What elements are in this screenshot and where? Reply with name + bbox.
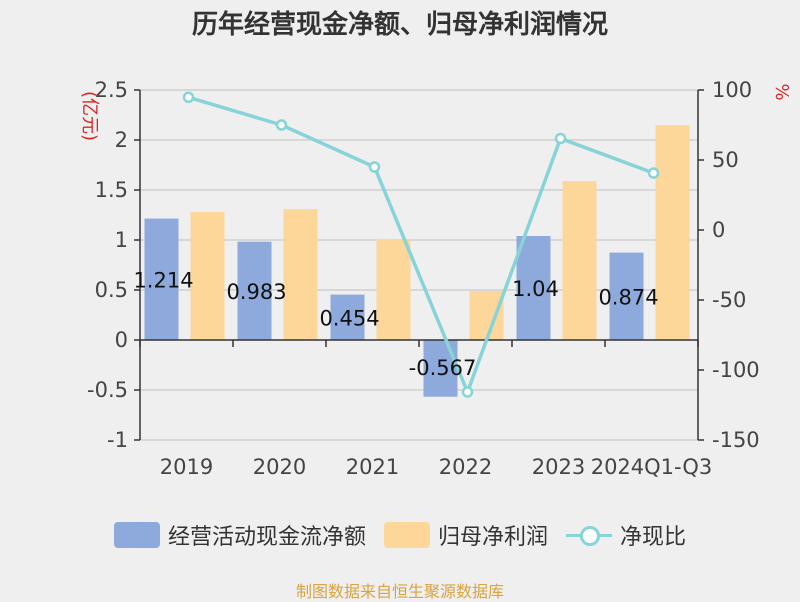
legend: 经营活动现金流净额 归母净利润 净现比 — [0, 518, 800, 552]
chart-title: 历年经营现金净额、归母净利润情况 — [191, 10, 608, 40]
line-point — [275, 119, 288, 131]
category-label: 2022 — [439, 455, 492, 479]
bar — [516, 236, 551, 340]
right-axis-title: % — [771, 83, 792, 100]
right-tick-label: 100 — [712, 78, 752, 102]
bar-data-label: 0.983 — [226, 280, 286, 304]
line-point — [368, 161, 381, 173]
line-point — [182, 91, 195, 104]
legend-label-ratio: 净现比 — [620, 525, 687, 550]
bar-data-label: 1.04 — [512, 277, 559, 301]
left-axis-title: (亿元) — [79, 91, 100, 141]
bar — [469, 291, 504, 340]
line-series — [182, 91, 660, 398]
line-point — [647, 167, 660, 179]
bar — [423, 340, 458, 397]
legend-swatch-cashflow — [113, 522, 160, 548]
bar — [655, 125, 690, 340]
bar — [609, 252, 644, 340]
bar-data-label: 1.214 — [133, 268, 193, 292]
right-tick-label: 0 — [712, 218, 725, 242]
category-label: 2019 — [160, 455, 213, 479]
category-label: 2024Q1-Q3 — [591, 455, 713, 479]
left-tick-label: 2.5 — [95, 78, 128, 102]
legend-label-profit: 归母净利润 — [437, 525, 548, 550]
bar-series — [144, 125, 690, 397]
bar-data-label: 0.874 — [598, 285, 658, 309]
bar — [144, 218, 179, 340]
bar — [237, 241, 272, 340]
right-tick-label: 50 — [712, 148, 739, 172]
bar — [562, 181, 597, 340]
legend-item-ratio[interactable]: 净现比 — [566, 519, 686, 551]
category-label: 2020 — [253, 455, 306, 479]
legend-item-cashflow[interactable]: 经营活动现金流净额 — [113, 519, 366, 551]
line-point — [554, 132, 567, 145]
bar-data-label: 0.454 — [319, 306, 379, 330]
left-tick-label: 1.5 — [95, 178, 128, 202]
bar — [330, 294, 365, 340]
category-label: 2021 — [346, 455, 399, 479]
left-tick-label: 2 — [115, 128, 128, 152]
legend-item-profit[interactable]: 归母净利润 — [383, 519, 548, 551]
data-labels: 1.214 0.983 0.454 -0.567 1.04 0.874 — [133, 268, 658, 380]
right-tick-label: -150 — [712, 428, 760, 452]
source-note: 制图数据来自恒生聚源数据库 — [295, 582, 504, 601]
left-tick-label: -0.5 — [87, 378, 128, 402]
bar — [376, 239, 411, 340]
left-tick-label: 0 — [115, 328, 128, 352]
left-tick-label: -1 — [107, 428, 128, 452]
left-tick-label: 0.5 — [95, 278, 128, 302]
right-tick-label: -100 — [712, 358, 760, 382]
legend-label-cashflow: 经营活动现金流净额 — [167, 525, 366, 550]
legend-swatch-profit — [383, 522, 430, 548]
line-point — [461, 386, 474, 398]
line-series-path — [188, 95, 655, 394]
bar — [283, 209, 318, 340]
bar — [190, 212, 225, 340]
axes: 2.5 2 1.5 1 0.5 0 -0.5 -1 100 50 0 -50 -100 -150 (亿元)%… — [79, 78, 792, 479]
bar-data-label: -0.567 — [409, 356, 477, 380]
legend-swatch-ratio — [566, 522, 612, 548]
category-label: 2023 — [532, 455, 585, 479]
left-tick-label: 1 — [115, 228, 128, 252]
right-tick-label: -50 — [712, 288, 746, 312]
